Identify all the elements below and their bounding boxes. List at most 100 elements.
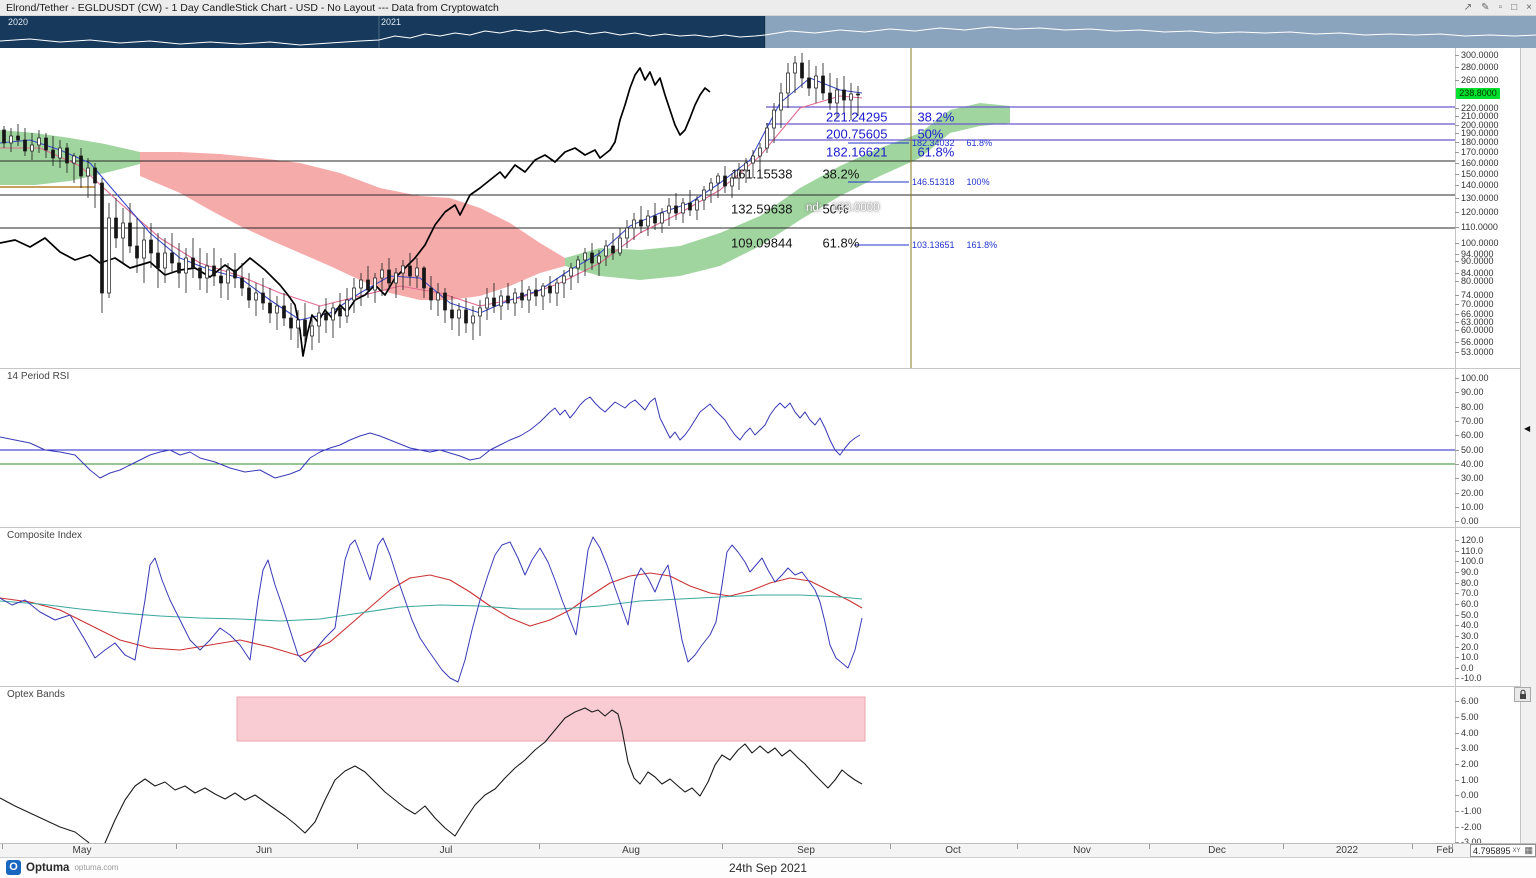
axis-label: 120.0 — [1455, 535, 1484, 545]
pan-icon[interactable]: ↗ — [1463, 2, 1473, 13]
axis-label: 80.00 — [1455, 402, 1484, 412]
axis-label: 10.0 — [1455, 652, 1479, 662]
fib-level-label[interactable]: 200.75605 50% — [826, 126, 944, 142]
last-price-badge: 238.8000 — [1456, 88, 1500, 99]
lock-icon[interactable] — [1514, 687, 1531, 702]
range-navigator[interactable]: 2020 2021 — [0, 16, 1536, 48]
fib-level-label[interactable]: 103.13651 161.8% — [912, 240, 998, 250]
side-strip: ◀ — [1521, 48, 1536, 843]
month-label: Oct — [945, 845, 961, 856]
fib-level-label[interactable]: 132.59638 50% — [731, 201, 849, 217]
axis-label: 90.0000 — [1455, 256, 1494, 266]
month-label: May — [72, 845, 92, 856]
axis-label: 66.0000 — [1455, 309, 1494, 319]
month-label: Nov — [1073, 845, 1091, 856]
axis-label: 150.0000 — [1455, 169, 1499, 179]
month-label: Feb — [1436, 845, 1454, 856]
close-icon[interactable]: × — [1526, 2, 1532, 13]
axis-tick — [1017, 844, 1018, 849]
axis-label: 1.00 — [1455, 775, 1479, 785]
axis-label: 84.0000 — [1455, 268, 1494, 278]
axis-label: 50.0 — [1455, 610, 1479, 620]
axis-label: 180.0000 — [1455, 137, 1499, 147]
fib-level-label[interactable]: 146.51318 100% — [912, 177, 990, 187]
minimize-icon[interactable]: ▫ — [1498, 2, 1503, 13]
fib-level-label[interactable]: 221.24295 38.2% — [826, 109, 955, 125]
axis-label: 170.0000 — [1455, 147, 1499, 157]
axis-tick — [1452, 844, 1453, 849]
tool-tooltip: nd: 133.0000 — [806, 202, 880, 214]
axis-label: 60.00 — [1455, 430, 1484, 440]
axis-label: 10.00 — [1455, 502, 1484, 512]
optex-panel-label: Optex Bands — [7, 689, 65, 700]
axis-label: -3.00 — [1455, 837, 1482, 847]
axis-label: 70.00 — [1455, 416, 1484, 426]
month-label: Aug — [622, 845, 640, 856]
rsi-chart[interactable] — [0, 368, 1455, 527]
axis-label: 280.0000 — [1455, 62, 1499, 72]
collapse-panel-icon[interactable]: ◀ — [1524, 424, 1531, 433]
axis-label: 20.0 — [1455, 642, 1479, 652]
axis-tick — [1412, 844, 1413, 849]
axis-tick — [1283, 844, 1284, 849]
fib-level-label[interactable]: 109.09844 61.8% — [731, 235, 860, 251]
strip-divider — [1520, 48, 1521, 843]
brand-name: Optuma — [26, 861, 70, 874]
axis-label: 90.0 — [1455, 567, 1479, 577]
axis-label: 2.00 — [1455, 759, 1479, 769]
axis-label: 100.0 — [1455, 556, 1484, 566]
titlebar-icons: ↗ ✎ ▫ □ × — [1464, 0, 1532, 15]
xy-coordinate-box[interactable]: 4.795895 XY ▦ — [1470, 844, 1536, 857]
maximize-icon[interactable]: □ — [1511, 2, 1518, 13]
axis-label: 60.0000 — [1455, 325, 1494, 335]
axis-label: 40.0 — [1455, 620, 1479, 630]
axis-label: 140.0000 — [1455, 180, 1499, 190]
axis-tick — [2, 844, 3, 849]
fib-level-label[interactable]: 182.16621 61.8% — [826, 144, 955, 160]
panel-separator — [0, 368, 1520, 369]
fib-level-label[interactable]: 182.34032 61.8% — [912, 138, 993, 148]
fib-level-label[interactable]: 161.15538 38.2% — [731, 166, 860, 182]
titlebar: Elrond/Tether - EGLDUSDT (CW) - 1 Day Ca… — [0, 0, 1536, 16]
axis-label: 60.0 — [1455, 599, 1479, 609]
axis-label: 220.0000 — [1455, 103, 1499, 113]
axis-label: 210.0000 — [1455, 111, 1499, 121]
axis-label: 100.0000 — [1455, 238, 1499, 248]
axis-label: 74.0000 — [1455, 290, 1494, 300]
axis-label: 160.0000 — [1455, 158, 1499, 168]
axis-label: 300.0000 — [1455, 50, 1499, 60]
axis-label: 70.0 — [1455, 588, 1479, 598]
composite-panel-label: Composite Index — [7, 530, 83, 541]
axis-label: -1.00 — [1455, 806, 1482, 816]
optuma-logo-icon: O — [6, 860, 21, 875]
main-price-chart[interactable] — [0, 48, 1455, 368]
month-label: Dec — [1208, 845, 1226, 856]
axis-label: -10.0 — [1455, 673, 1482, 683]
date-axis[interactable]: May Jun Jul Aug Sep Oct Nov Dec 2022 Feb 4.795895… — [0, 843, 1536, 857]
grid-icon: ▦ — [1524, 845, 1533, 855]
axis-tick — [176, 844, 177, 849]
xy-label: XY — [1512, 847, 1521, 854]
axis-label: 0.00 — [1455, 516, 1479, 526]
axis-label: 56.0000 — [1455, 337, 1494, 347]
navigator-canvas[interactable] — [0, 16, 1536, 48]
composite-index-chart[interactable] — [0, 527, 1455, 686]
axis-tick — [539, 844, 540, 849]
rsi-panel-label: 14 Period RSI — [7, 371, 70, 382]
axis-label: 5.00 — [1455, 712, 1479, 722]
axis-tick — [890, 844, 891, 849]
nav-year-2020: 2020 — [8, 17, 29, 27]
optex-bands-chart[interactable] — [0, 686, 1455, 843]
axis-label: 30.00 — [1455, 473, 1484, 483]
xy-value: 4.795895 — [1473, 845, 1511, 856]
axis-label: 4.00 — [1455, 728, 1479, 738]
value-axis[interactable]: 300.0000 280.0000 260.0000 220.0000 210.0000… — [1455, 0, 1520, 847]
axis-divider — [1455, 48, 1456, 843]
month-label: 2022 — [1335, 845, 1359, 856]
axis-label: 40.00 — [1455, 459, 1484, 469]
annotate-icon[interactable]: ✎ — [1481, 2, 1490, 13]
optuma-brand[interactable]: O Optuma optuma.com — [6, 860, 118, 875]
axis-label: 0.00 — [1455, 790, 1479, 800]
axis-tick — [722, 844, 723, 849]
